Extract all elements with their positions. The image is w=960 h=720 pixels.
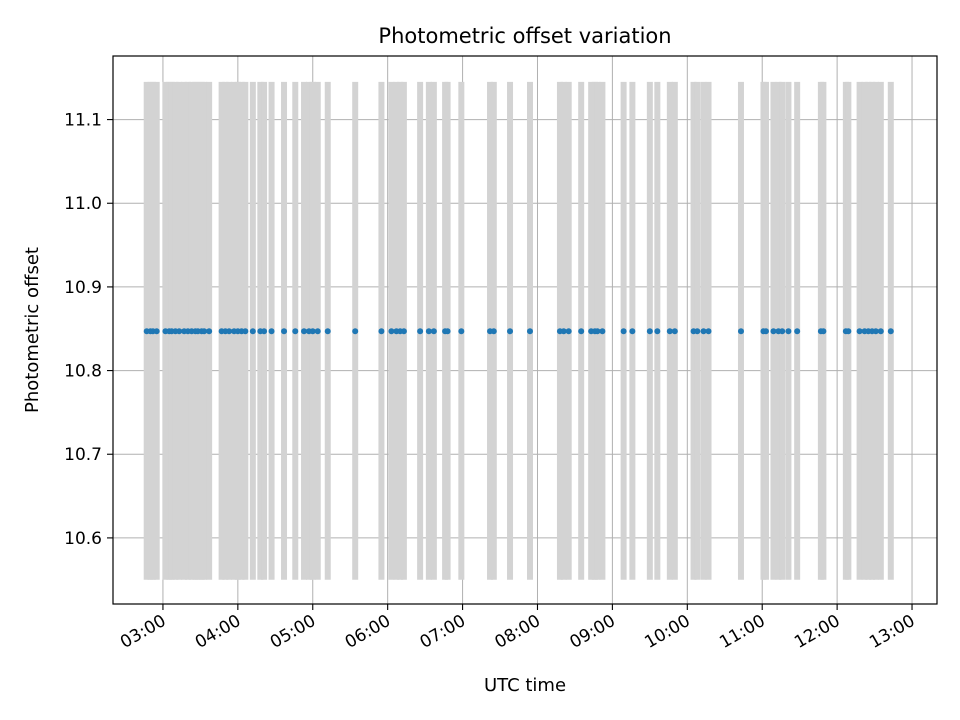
data-point [856, 328, 863, 335]
data-point [629, 328, 636, 335]
data-point [700, 328, 707, 335]
y-axis-title: Photometric offset [22, 247, 43, 413]
data-point [430, 328, 437, 335]
data-point [352, 328, 359, 335]
data-point [378, 328, 385, 335]
data-point [705, 328, 712, 335]
data-point [578, 328, 585, 335]
x-tick-label: 07:00 [417, 611, 469, 653]
y-tick-label: 11.0 [64, 194, 102, 214]
data-point [526, 328, 533, 335]
data-point [444, 328, 451, 335]
data-point [176, 328, 183, 335]
x-tick-label: 10:00 [641, 611, 693, 653]
data-point [201, 328, 208, 335]
data-point [242, 328, 249, 335]
data-point [417, 328, 424, 335]
data-point [458, 328, 465, 335]
data-point [292, 328, 299, 335]
x-tick-label: 05:00 [267, 611, 319, 653]
x-tick-label: 03:00 [117, 611, 169, 653]
x-tick-label: 11:00 [716, 611, 768, 653]
data-points [143, 328, 894, 335]
data-point [400, 328, 407, 335]
data-point [646, 328, 653, 335]
data-point [314, 328, 321, 335]
data-point [301, 328, 308, 335]
data-point [388, 328, 395, 335]
data-point [845, 328, 852, 335]
data-point [779, 328, 786, 335]
x-tick-label: 08:00 [492, 611, 544, 653]
x-tick-label: 04:00 [192, 611, 244, 653]
data-point [560, 328, 567, 335]
data-point [309, 328, 316, 335]
x-axis: 03:00 04:00 05:00 06:00 07:00 08:00 09:00 10:00… [117, 604, 919, 653]
data-point [226, 328, 233, 335]
data-point [565, 328, 572, 335]
chart-title: Photometric offset variation [378, 24, 671, 48]
y-tick-label: 10.8 [64, 362, 102, 382]
data-point [153, 328, 160, 335]
data-point [820, 328, 827, 335]
data-point [425, 328, 432, 335]
x-tick-label: 06:00 [342, 611, 394, 653]
data-point [594, 328, 601, 335]
data-point [887, 328, 894, 335]
y-tick-label: 10.7 [64, 445, 102, 465]
data-point [281, 328, 288, 335]
data-point [762, 328, 769, 335]
data-point [666, 328, 673, 335]
y-tick-label: 10.9 [64, 278, 102, 298]
plot-frame [112, 55, 938, 605]
data-point [737, 328, 744, 335]
data-point [785, 328, 792, 335]
x-tick-label: 13:00 [866, 611, 918, 653]
data-point [794, 328, 801, 335]
x-tick-label: 12:00 [791, 611, 843, 653]
data-point [671, 328, 678, 335]
y-tick-label: 11.1 [64, 111, 102, 131]
data-point [620, 328, 627, 335]
y-axis: 10.6 10.7 10.8 10.9 11.0 11.1 [64, 111, 113, 549]
data-point [249, 328, 256, 335]
data-point [872, 328, 879, 335]
data-point [261, 328, 268, 335]
data-point [770, 328, 777, 335]
data-point [268, 328, 275, 335]
data-point [324, 328, 331, 335]
plot-area [113, 56, 937, 604]
data-point [599, 328, 606, 335]
y-tick-label: 10.6 [64, 529, 102, 549]
data-point [507, 328, 514, 335]
data-point [490, 328, 497, 335]
data-point [694, 328, 701, 335]
data-point [877, 328, 884, 335]
data-point [206, 328, 213, 335]
x-tick-label: 09:00 [566, 611, 618, 653]
data-point [654, 328, 661, 335]
x-axis-title: UTC time [484, 675, 566, 696]
